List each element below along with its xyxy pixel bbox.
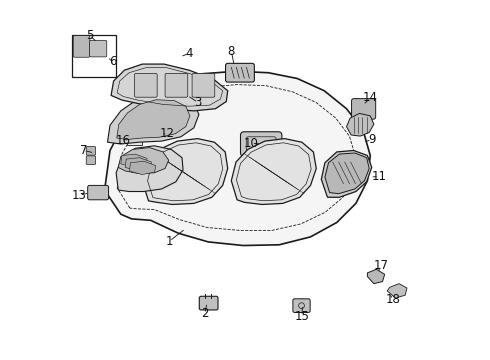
Polygon shape — [104, 71, 370, 246]
FancyBboxPatch shape — [192, 73, 215, 97]
Text: 7: 7 — [80, 144, 88, 157]
Polygon shape — [231, 139, 316, 204]
Text: 6: 6 — [109, 55, 116, 68]
Text: 8: 8 — [228, 45, 235, 58]
FancyBboxPatch shape — [351, 99, 376, 119]
FancyBboxPatch shape — [74, 36, 90, 57]
Text: 17: 17 — [373, 259, 389, 272]
FancyBboxPatch shape — [293, 299, 310, 312]
Polygon shape — [346, 113, 374, 136]
Text: 11: 11 — [371, 170, 387, 183]
Text: 2: 2 — [201, 307, 208, 320]
Text: 12: 12 — [160, 127, 175, 140]
Polygon shape — [107, 94, 199, 144]
Polygon shape — [387, 284, 407, 298]
Polygon shape — [325, 153, 369, 194]
Text: 18: 18 — [386, 293, 401, 306]
FancyBboxPatch shape — [86, 156, 96, 165]
Text: 3: 3 — [195, 96, 202, 109]
Polygon shape — [111, 64, 228, 111]
FancyBboxPatch shape — [165, 73, 188, 97]
FancyBboxPatch shape — [86, 147, 96, 155]
FancyBboxPatch shape — [225, 63, 254, 82]
Polygon shape — [121, 154, 147, 167]
Polygon shape — [129, 161, 156, 175]
Polygon shape — [368, 269, 385, 284]
Polygon shape — [125, 158, 151, 171]
Polygon shape — [321, 150, 372, 197]
FancyBboxPatch shape — [147, 129, 169, 139]
Text: 16: 16 — [116, 134, 131, 147]
Text: 1: 1 — [166, 235, 173, 248]
Text: 9: 9 — [368, 133, 375, 146]
Text: 10: 10 — [244, 137, 259, 150]
FancyBboxPatch shape — [134, 73, 157, 97]
Polygon shape — [117, 100, 190, 139]
Text: 13: 13 — [72, 189, 87, 202]
Text: 4: 4 — [185, 47, 193, 60]
Polygon shape — [118, 148, 169, 174]
FancyBboxPatch shape — [88, 185, 109, 200]
FancyBboxPatch shape — [199, 296, 218, 310]
FancyBboxPatch shape — [241, 132, 282, 156]
Polygon shape — [143, 139, 228, 204]
Polygon shape — [116, 146, 183, 192]
Text: 5: 5 — [86, 29, 93, 42]
FancyBboxPatch shape — [127, 135, 143, 145]
Text: 15: 15 — [294, 310, 309, 323]
FancyBboxPatch shape — [90, 40, 107, 57]
Text: 14: 14 — [363, 91, 378, 104]
